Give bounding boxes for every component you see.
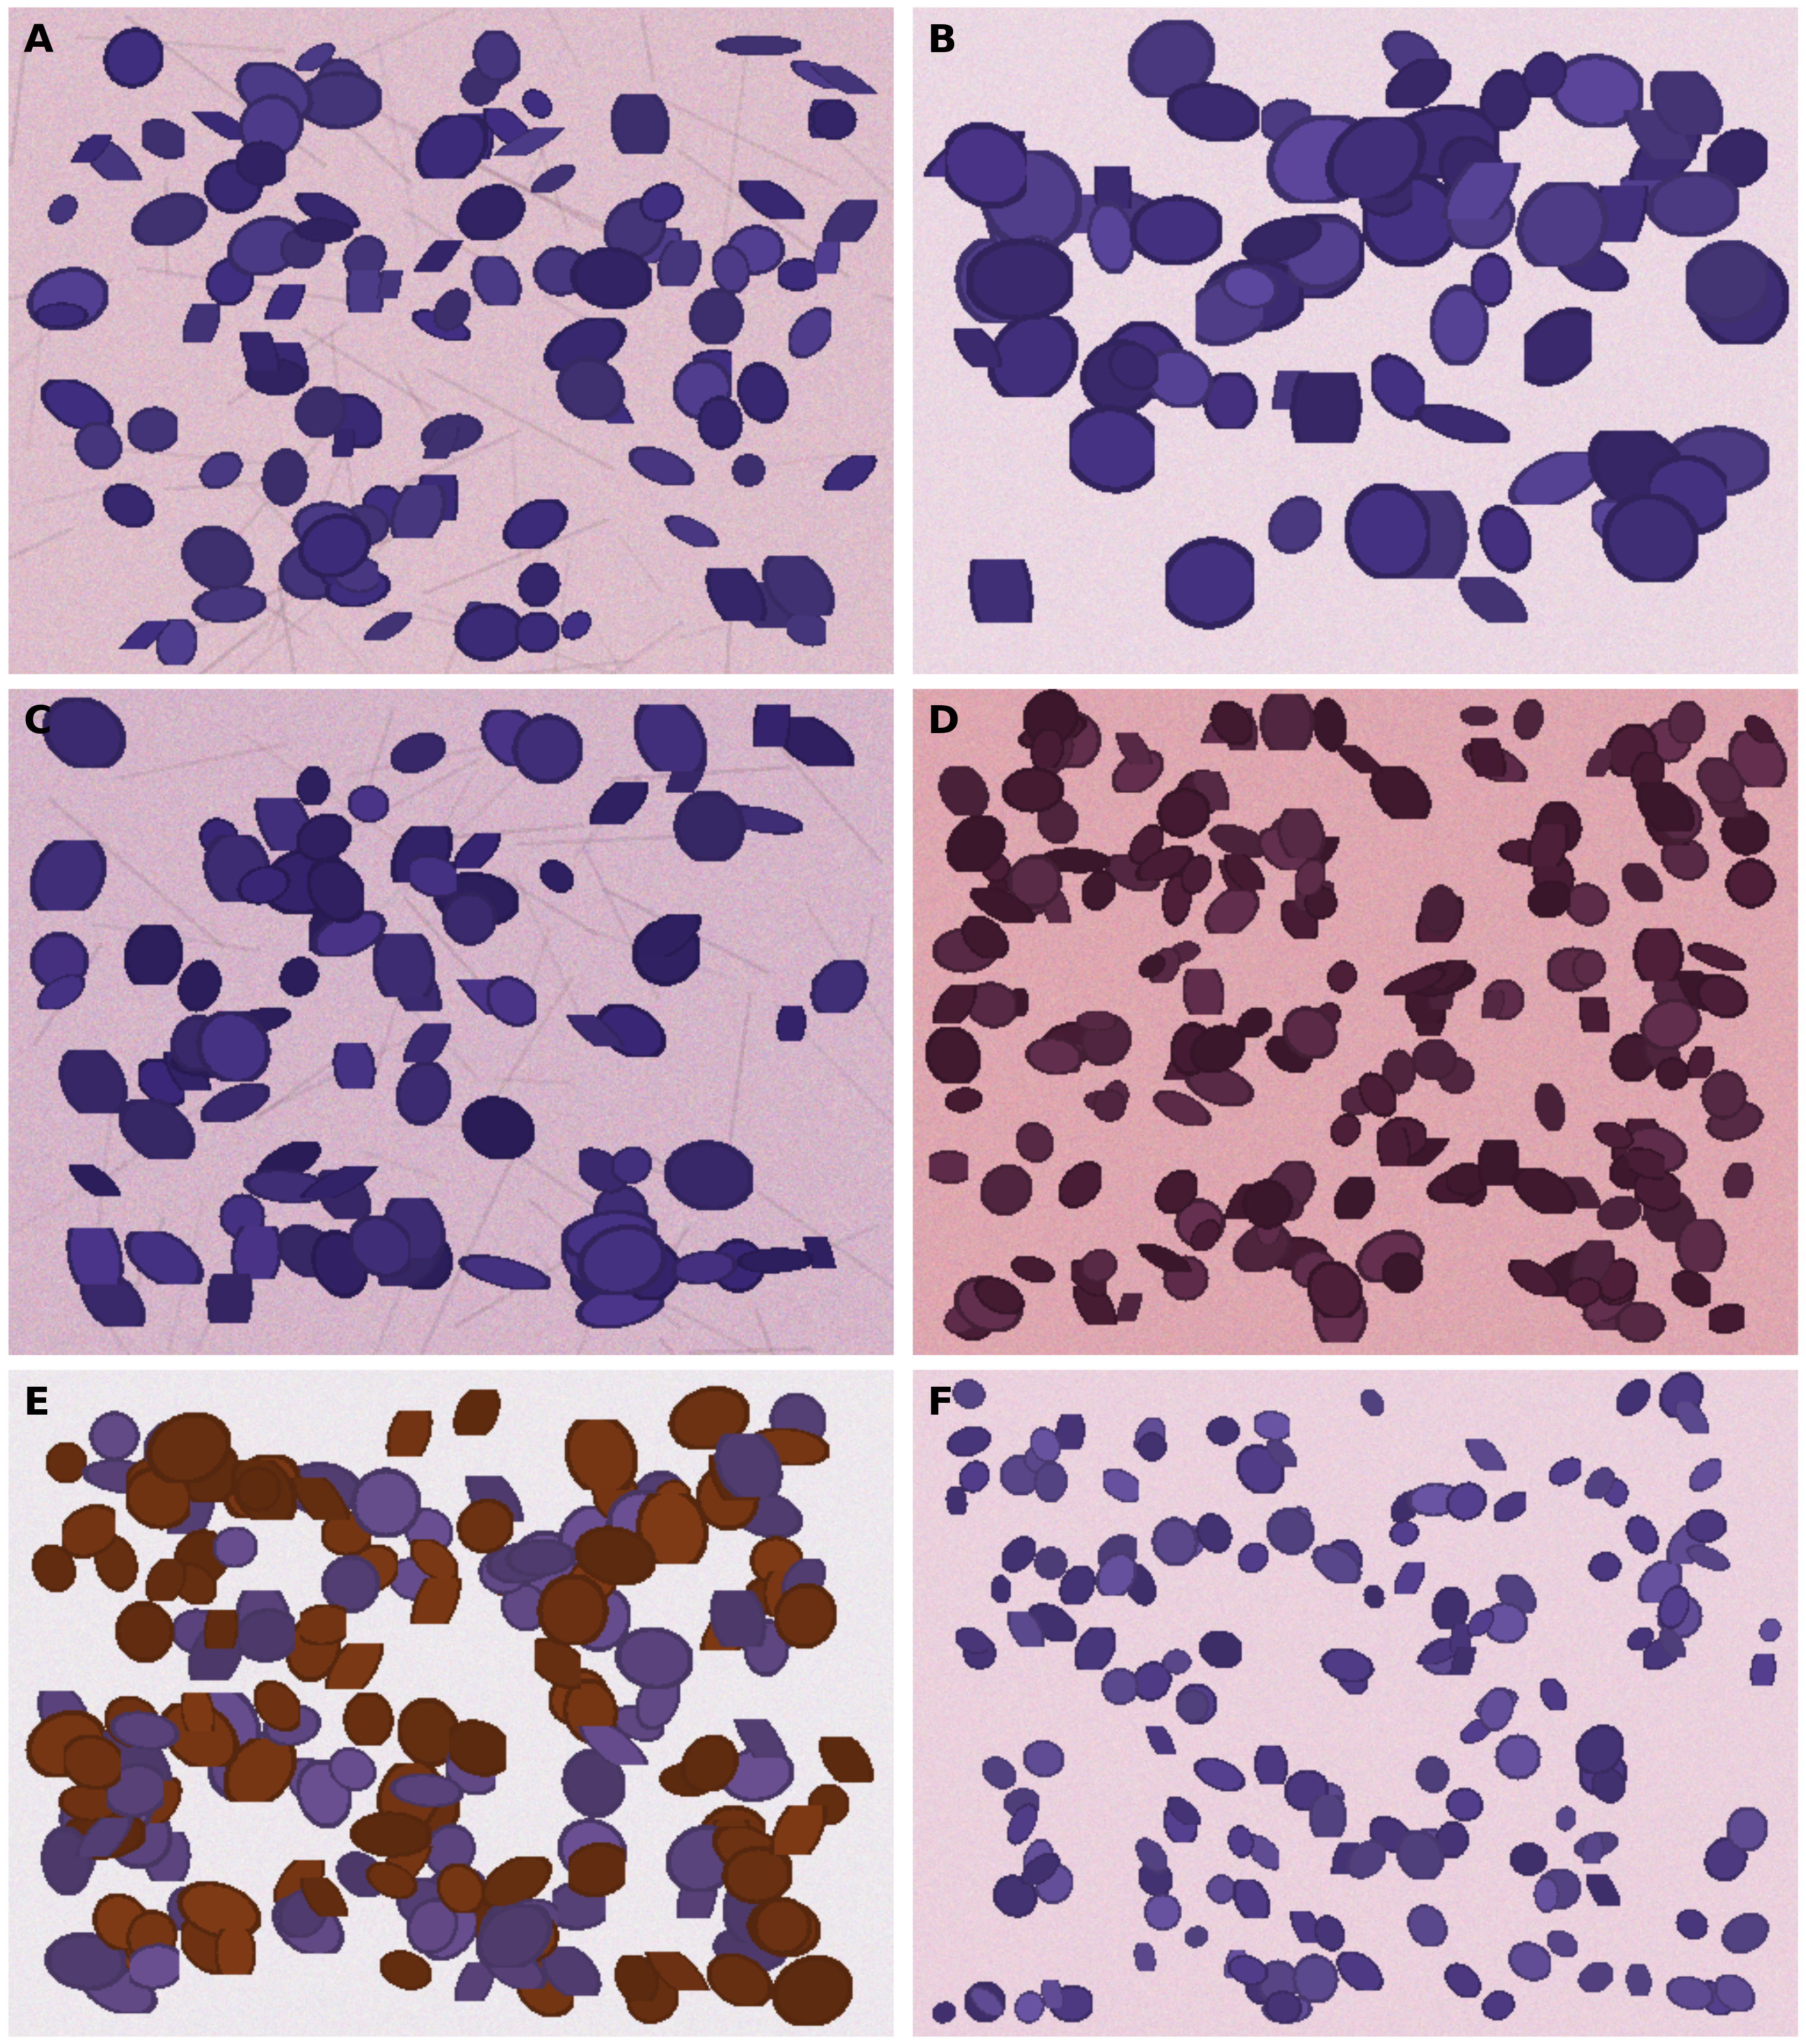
Text: D: D <box>926 703 959 742</box>
Text: E: E <box>23 1386 51 1423</box>
Text: A: A <box>23 22 52 59</box>
Text: F: F <box>926 1386 954 1423</box>
Text: C: C <box>23 703 52 742</box>
Text: B: B <box>926 22 957 59</box>
